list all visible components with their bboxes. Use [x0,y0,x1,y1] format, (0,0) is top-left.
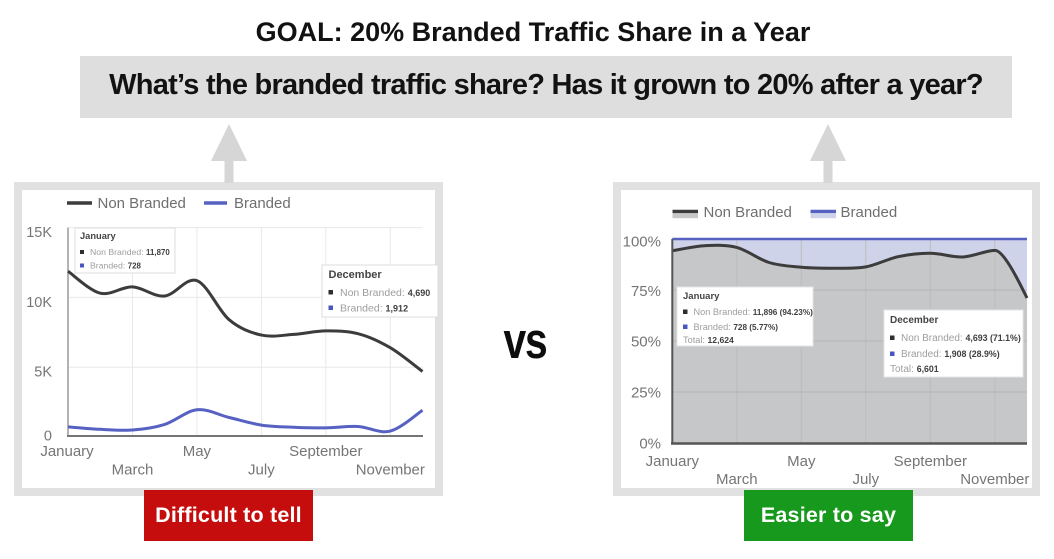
svg-text:May: May [787,453,816,470]
svg-text:Branded: 1,908 (28.9%): Branded: 1,908 (28.9%) [901,349,1000,360]
svg-text:July: July [248,462,275,479]
svg-text:Non Branded: 4,693 (71.1%): Non Branded: 4,693 (71.1%) [901,333,1021,344]
svg-text:0: 0 [44,429,52,445]
svg-text:50%: 50% [631,334,661,351]
svg-text:November: November [960,471,1029,488]
svg-text:January: January [646,453,700,470]
svg-text:September: September [894,453,967,470]
svg-text:Non Branded: 11,896 (94.23%): Non Branded: 11,896 (94.23%) [694,307,814,317]
svg-text:10K: 10K [26,295,52,311]
svg-text:Non Branded: Non Branded [704,204,792,221]
svg-text:Branded: 728 (5.77%): Branded: 728 (5.77%) [694,322,779,332]
svg-text:5K: 5K [34,365,52,381]
svg-text:November: November [356,462,425,479]
svg-text:Total: 6,601: Total: 6,601 [890,364,939,375]
svg-text:January: January [40,443,94,460]
svg-text:Branded: 1,912: Branded: 1,912 [340,303,408,315]
svg-text:January: January [683,291,720,302]
svg-text:March: March [716,471,758,488]
svg-text:Branded: Branded [841,204,898,221]
svg-text:September: September [289,443,362,460]
svg-text:15K: 15K [26,225,52,241]
svg-text:January: January [80,231,116,241]
svg-text:Non Branded: 4,690: Non Branded: 4,690 [340,287,430,299]
svg-text:25%: 25% [631,385,661,402]
svg-text:Total: 12,624: Total: 12,624 [683,335,734,345]
svg-text:December: December [329,269,383,281]
svg-text:March: March [112,462,154,479]
svg-text:Non Branded: Non Branded [98,195,186,212]
svg-text:July: July [852,471,879,488]
svg-text:Branded: Branded [234,195,291,212]
svg-text:75%: 75% [631,283,661,300]
svg-text:Branded: 728: Branded: 728 [90,261,141,271]
svg-text:Non Branded: 11,870: Non Branded: 11,870 [90,247,170,257]
svg-text:100%: 100% [623,234,661,251]
svg-text:May: May [183,443,212,460]
svg-text:December: December [890,315,938,326]
svg-text:0%: 0% [639,436,661,453]
